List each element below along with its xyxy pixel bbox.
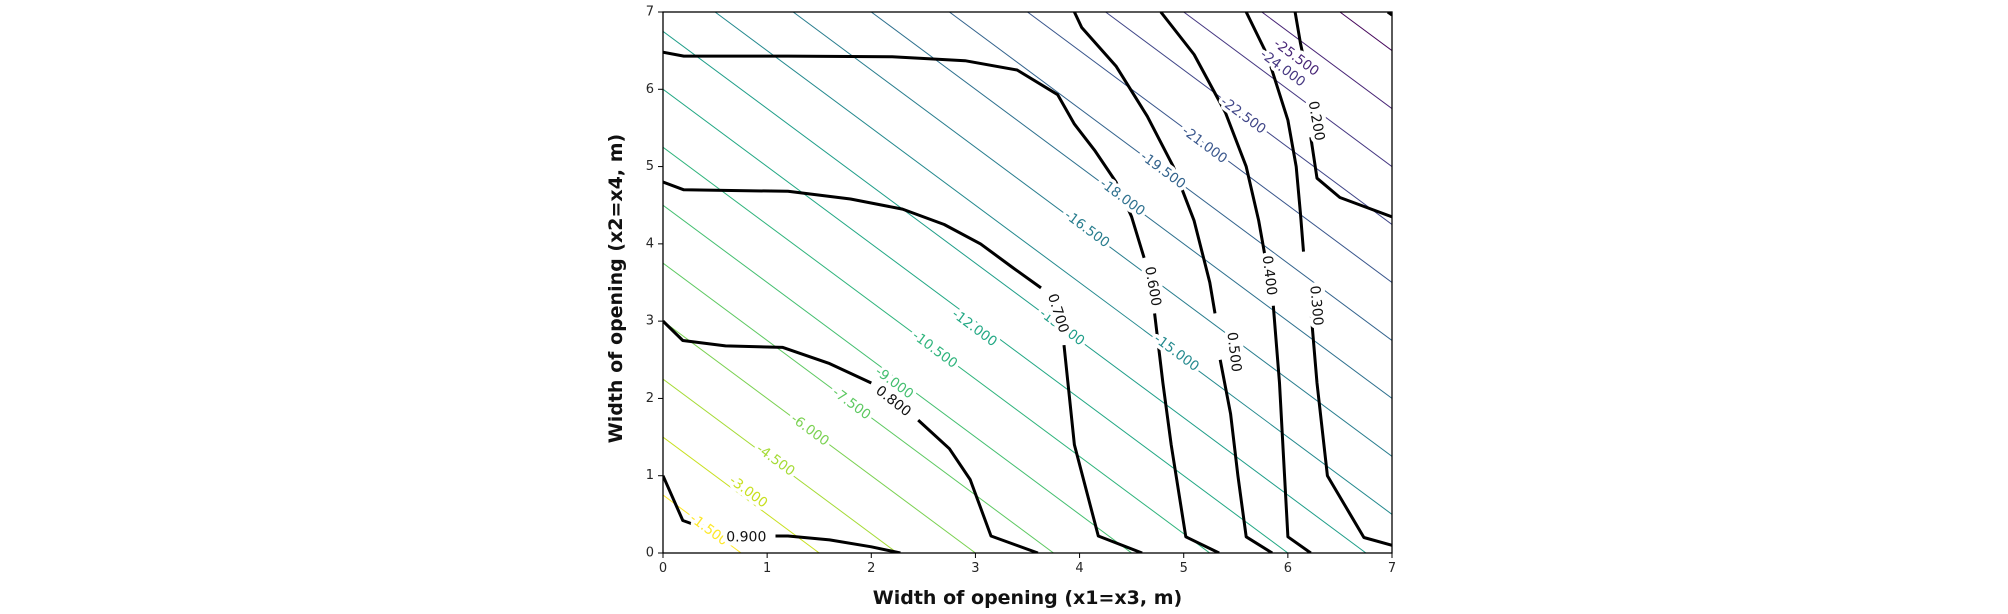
probability-contour-label: 0.900 xyxy=(726,530,766,546)
probability-contour-line xyxy=(663,50,1146,259)
x-tick-label: 6 xyxy=(1284,561,1292,576)
objective-contour-line xyxy=(870,12,1392,400)
probability-contour-label: 0.400 xyxy=(1259,255,1280,297)
probability-contour-line xyxy=(663,320,872,385)
objective-contour-label: -16.500 xyxy=(1061,207,1112,251)
probability-contour-line xyxy=(1244,12,1305,252)
probability-contour-line xyxy=(663,475,716,534)
objective-contour-lines xyxy=(663,12,1392,553)
objective-contour-line xyxy=(663,320,976,553)
plot-frame xyxy=(662,11,1393,554)
objective-contour-line xyxy=(663,262,1054,553)
objective-contour-line xyxy=(1027,12,1392,284)
x-tick-label: 1 xyxy=(763,561,771,576)
probability-contour-line xyxy=(775,534,901,553)
probability-contour-line xyxy=(1218,359,1273,553)
probability-contour-lines xyxy=(663,12,1392,553)
probability-contour-line xyxy=(1159,12,1267,256)
objective-contour-line xyxy=(792,12,1392,458)
objective-contour-label: -7.500 xyxy=(829,384,873,423)
objective-contour-line xyxy=(663,378,898,553)
probability-contour-line xyxy=(1271,305,1312,553)
objective-contour-line xyxy=(663,494,742,553)
probability-contour-line xyxy=(917,418,1039,553)
objective-contour-line xyxy=(714,12,1392,515)
probability-contour-line xyxy=(1073,12,1217,314)
x-tick-label: 4 xyxy=(1075,561,1083,576)
objective-contour-line xyxy=(663,204,1132,553)
x-axis-ticks: 0 1 2 3 4 5 6 7 xyxy=(659,553,1396,576)
x-tick-label: 3 xyxy=(971,561,979,576)
y-tick-label: 7 xyxy=(646,5,654,20)
probability-contour-line xyxy=(1153,313,1220,553)
objective-contour-line xyxy=(663,30,1367,553)
x-tick-label: 0 xyxy=(659,561,667,576)
y-tick-label: 1 xyxy=(646,468,654,483)
probability-contour-line xyxy=(1309,136,1392,219)
probability-contour-label: 0.300 xyxy=(1306,285,1325,326)
probability-contour-label: 0.500 xyxy=(1223,331,1244,373)
objective-contour-line xyxy=(1105,12,1392,226)
probability-contour-line xyxy=(1062,344,1143,553)
objective-contour-label: -12.000 xyxy=(949,306,1000,350)
objective-contour-line xyxy=(949,12,1392,342)
objective-contour-label: -3.000 xyxy=(726,473,770,512)
probability-contour-line xyxy=(1309,309,1392,547)
y-tick-label: 4 xyxy=(646,236,654,251)
y-tick-label: 3 xyxy=(646,314,654,329)
x-tick-label: 7 xyxy=(1388,561,1396,576)
objective-contour-label: -21.000 xyxy=(1179,123,1230,167)
objective-contour-label: -1.500 xyxy=(687,510,731,549)
objective-contour-label: -4.500 xyxy=(753,441,797,480)
y-axis-label: Width of opening (x2=x4, m) xyxy=(605,134,627,443)
y-tick-label: 0 xyxy=(646,546,654,561)
objective-contour-line xyxy=(1183,12,1392,168)
objective-contour-line xyxy=(663,146,1211,553)
y-tick-label: 2 xyxy=(646,391,654,406)
objective-contour-line xyxy=(663,88,1289,553)
probability-contour-line xyxy=(1293,12,1309,73)
objective-contour-label: -10.500 xyxy=(909,328,960,372)
y-axis-ticks: 0 1 2 3 4 5 6 7 xyxy=(646,5,663,561)
y-tick-label: 5 xyxy=(646,159,654,174)
x-tick-label: 2 xyxy=(867,561,875,576)
objective-contour-line xyxy=(1261,12,1392,110)
x-tick-label: 5 xyxy=(1180,561,1188,576)
objective-contour-line xyxy=(1339,12,1392,52)
objective-contour-line xyxy=(663,436,820,553)
objective-contour-labels: -25.500-24.000-22.500-21.000-19.500-18.0… xyxy=(683,32,1325,553)
probability-contour-label: 0.200 xyxy=(1305,100,1328,142)
probability-contour-label: 0.600 xyxy=(1141,265,1164,307)
x-axis-label: Width of opening (x1=x3, m) xyxy=(873,587,1182,609)
objective-contour-label: -6.000 xyxy=(788,411,832,450)
y-tick-label: 6 xyxy=(646,82,654,97)
probability-contour-line xyxy=(663,180,1042,290)
objective-contour-label: -18.000 xyxy=(1097,176,1148,220)
objective-contour-label: -19.500 xyxy=(1137,148,1188,192)
